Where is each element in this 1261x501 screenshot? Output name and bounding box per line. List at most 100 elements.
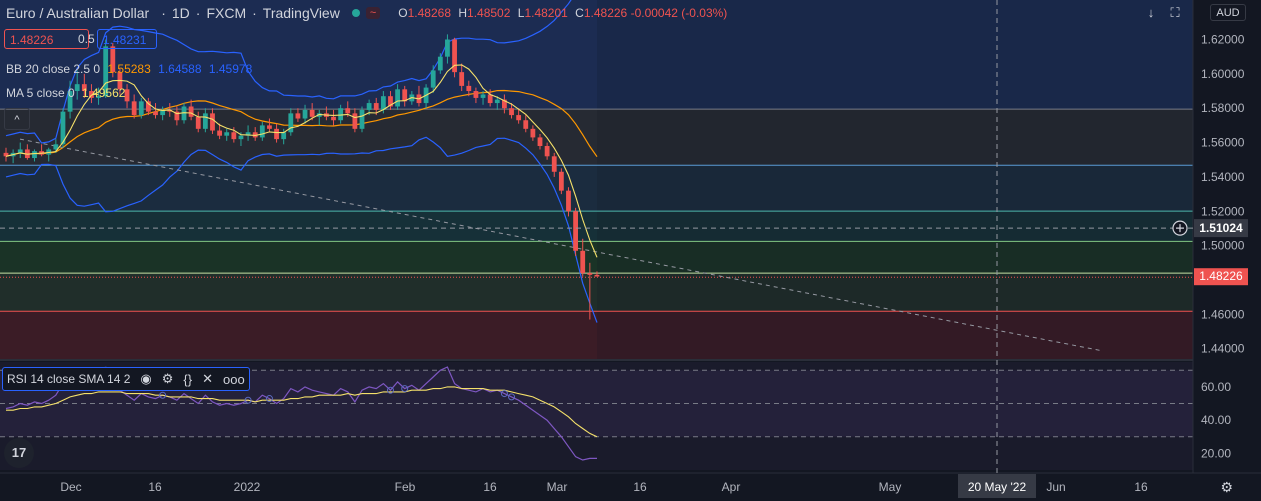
- candle: [245, 132, 251, 136]
- candle: [316, 113, 322, 117]
- symbol-name[interactable]: Euro / Australian Dollar: [6, 5, 150, 21]
- rsi-legend[interactable]: RSI 14 close SMA 14 2 ◉ ⚙ {} ✕ ooo: [2, 367, 250, 391]
- bb-upper: [5, 0, 572, 144]
- price-tick: 1.54000: [1201, 170, 1245, 184]
- candle: [558, 171, 564, 191]
- time-tick: 2022: [234, 480, 261, 494]
- time-tick: May: [879, 480, 902, 494]
- price-tick: 1.62000: [1201, 33, 1245, 47]
- rsi-ma-line: [6, 386, 598, 438]
- candle: [3, 152, 9, 157]
- candle: [430, 70, 436, 88]
- buy-price-button[interactable]: 1.48231: [97, 29, 157, 49]
- price-tick: 1.46000: [1201, 307, 1245, 321]
- candle: [380, 96, 386, 110]
- candle: [103, 46, 109, 97]
- close-icon[interactable]: ✕: [202, 371, 213, 386]
- tradingview-logo: 17: [4, 438, 34, 468]
- braces-icon[interactable]: {}: [183, 371, 193, 387]
- interval[interactable]: 1D: [171, 5, 190, 21]
- time-tick: Apr: [722, 480, 741, 494]
- candle: [544, 146, 550, 157]
- candle: [89, 91, 94, 98]
- candle: [131, 101, 137, 116]
- candle: [146, 101, 151, 112]
- candle: [231, 132, 237, 140]
- price-tick: 1.44000: [1201, 342, 1245, 356]
- candle: [459, 72, 465, 86]
- candle: [153, 111, 158, 116]
- candle: [388, 96, 393, 107]
- candle: [452, 39, 457, 73]
- candle: [587, 273, 593, 275]
- rsi-tick: 20.00: [1201, 446, 1231, 460]
- last-price-tag: [1194, 268, 1248, 286]
- wave-icon[interactable]: ~: [365, 7, 381, 19]
- candle: [295, 113, 301, 119]
- candle: [224, 132, 230, 136]
- candle: [487, 94, 493, 104]
- bb-legend[interactable]: BB 20 close 2.5 0 1.55283 1.64588 1.4597…: [6, 62, 253, 76]
- chart-header: Euro / Australian Dollar · 1D · FXCM · T…: [6, 5, 728, 21]
- candle: [573, 211, 578, 251]
- fullscreen-icon[interactable]: ⛶: [1170, 5, 1180, 20]
- candle: [167, 109, 173, 112]
- candle: [566, 190, 571, 212]
- spread-value: 0.5: [78, 32, 95, 46]
- bollinger-bands: [5, 0, 598, 323]
- exchange: FXCM: [206, 5, 247, 21]
- candle: [537, 137, 543, 147]
- candle: [480, 94, 486, 98]
- candle: [110, 46, 116, 73]
- download-arrow-icon[interactable]: ↓: [1147, 5, 1155, 20]
- rsi-pivot: [508, 393, 516, 401]
- candle: [494, 99, 500, 104]
- currency-selector[interactable]: AUD: [1210, 4, 1246, 21]
- collapse-legend-button[interactable]: ^: [4, 108, 30, 130]
- time-tick: Dec: [60, 480, 81, 494]
- candle: [466, 85, 472, 92]
- candle: [32, 151, 37, 159]
- rsi-tick: 40.00: [1201, 413, 1231, 427]
- time-tick: Feb: [395, 480, 416, 494]
- zone-5: [0, 273, 1193, 312]
- gear-icon[interactable]: ⚙: [161, 371, 174, 386]
- candle: [274, 128, 279, 140]
- rsi-pivot: [401, 385, 409, 393]
- candle: [402, 89, 408, 102]
- chart-settings-icon[interactable]: ⚙: [1220, 479, 1233, 495]
- candle: [124, 89, 130, 102]
- ma-line: [5, 64, 598, 258]
- candle: [516, 115, 522, 121]
- rsi-pivot: [386, 386, 394, 394]
- price-axis-bg: [1193, 0, 1261, 501]
- rsi-tick: 60.00: [1201, 380, 1231, 394]
- eye-icon[interactable]: ◉: [140, 371, 152, 386]
- price-tick: 1.60000: [1201, 67, 1245, 81]
- candle: [17, 149, 23, 153]
- candle: [53, 144, 59, 150]
- time-tick: 16: [483, 480, 497, 494]
- price-tick: 1.58000: [1201, 101, 1245, 115]
- candle: [96, 96, 101, 98]
- ma-legend[interactable]: MA 5 close 0 1.49562: [6, 86, 126, 100]
- time-tick: 16: [148, 480, 162, 494]
- crosshair-date-tag: [958, 474, 1036, 498]
- time-tick: 16: [633, 480, 647, 494]
- candle: [60, 111, 66, 145]
- candlesticks: [3, 34, 600, 320]
- candle: [373, 103, 379, 110]
- candle: [281, 132, 287, 140]
- rsi-pivot: [500, 390, 508, 398]
- sell-price-button[interactable]: 1.48226: [4, 29, 89, 49]
- price-levels: [0, 108, 1193, 312]
- candle: [267, 125, 272, 129]
- candle: [81, 84, 87, 92]
- candle: [359, 109, 365, 129]
- candle: [331, 116, 336, 121]
- candle: [181, 106, 187, 121]
- price-tick: 1.50000: [1201, 239, 1245, 253]
- more-icon[interactable]: ooo: [223, 371, 245, 387]
